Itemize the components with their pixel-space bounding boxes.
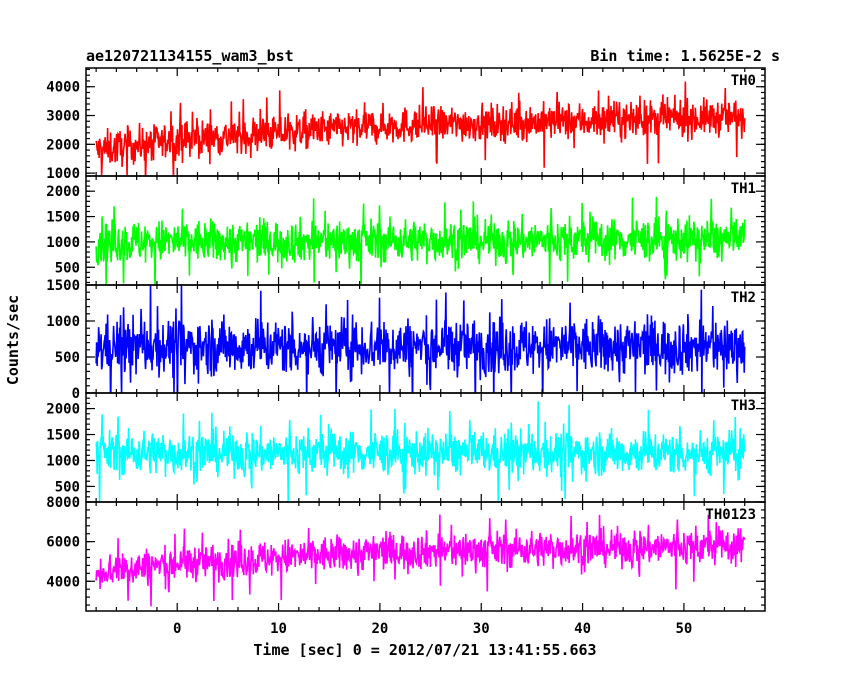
chart-title-right: Bin time: 1.5625E-2 s (590, 47, 780, 65)
panel-label: TH0 (731, 73, 756, 89)
series-line-th0 (95, 81, 746, 176)
panel-th3: TH3 500 1000 1500 2000 (46, 392, 766, 503)
panel-th2: TH2 0 500 1000 1500 (46, 278, 766, 402)
y-tick-label: 1000 (46, 453, 80, 469)
y-tick-label: 6000 (46, 535, 80, 551)
y-tick-label: 1000 (46, 235, 80, 251)
series-line-th3 (95, 401, 746, 502)
panels-group: TH01000200030004000TH1500100015002000TH2… (46, 67, 766, 637)
x-tick-label: 50 (675, 621, 692, 637)
x-tick-label: 10 (270, 621, 287, 637)
panel-th0: TH0 1000 2000 3000 4000 (46, 67, 766, 182)
series-line-th2 (95, 285, 746, 393)
y-tick-label: 1500 (46, 428, 80, 444)
series-line-th0123 (95, 514, 746, 607)
panel-label: TH0123 (705, 507, 756, 523)
panel-th0123: TH0123 4000 6000 8000 (46, 495, 766, 612)
y-tick-label: 8000 (46, 495, 80, 511)
y-tick-label: 1000 (46, 166, 80, 182)
y-tick-label: 500 (55, 350, 80, 366)
x-axis-label: Time [sec] 0 = 2012/07/21 13:41:55.663 (253, 641, 596, 659)
y-tick-label: 4000 (46, 574, 80, 590)
y-axis-label: Counts/sec (4, 295, 22, 385)
y-tick-label: 4000 (46, 80, 80, 96)
y-tick-label: 2000 (46, 402, 80, 418)
y-tick-label: 500 (55, 479, 80, 495)
panel-frame (85, 501, 766, 612)
x-tick-label: 30 (473, 621, 490, 637)
series-line-th1 (95, 196, 746, 285)
y-tick-label: 1500 (46, 210, 80, 226)
x-tick-label: 0 (173, 621, 181, 637)
y-tick-label: 2000 (46, 137, 80, 153)
panel-th1: TH1 500 1000 1500 2000 (46, 175, 766, 286)
y-tick-label: 0 (72, 386, 80, 402)
chart-title-left: ae120721134155_wam3_bst (86, 47, 294, 65)
panel-label: TH3 (731, 398, 756, 414)
y-tick-label: 3000 (46, 109, 80, 125)
y-tick-label: 1000 (46, 314, 80, 330)
panel-label: TH1 (731, 181, 756, 197)
y-tick-label: 2000 (46, 184, 80, 200)
y-tick-label: 1500 (46, 278, 80, 294)
x-tick-label: 40 (574, 621, 591, 637)
y-tick-label: 500 (55, 260, 80, 276)
panel-label: TH2 (731, 290, 756, 306)
x-tick-label: 20 (371, 621, 388, 637)
